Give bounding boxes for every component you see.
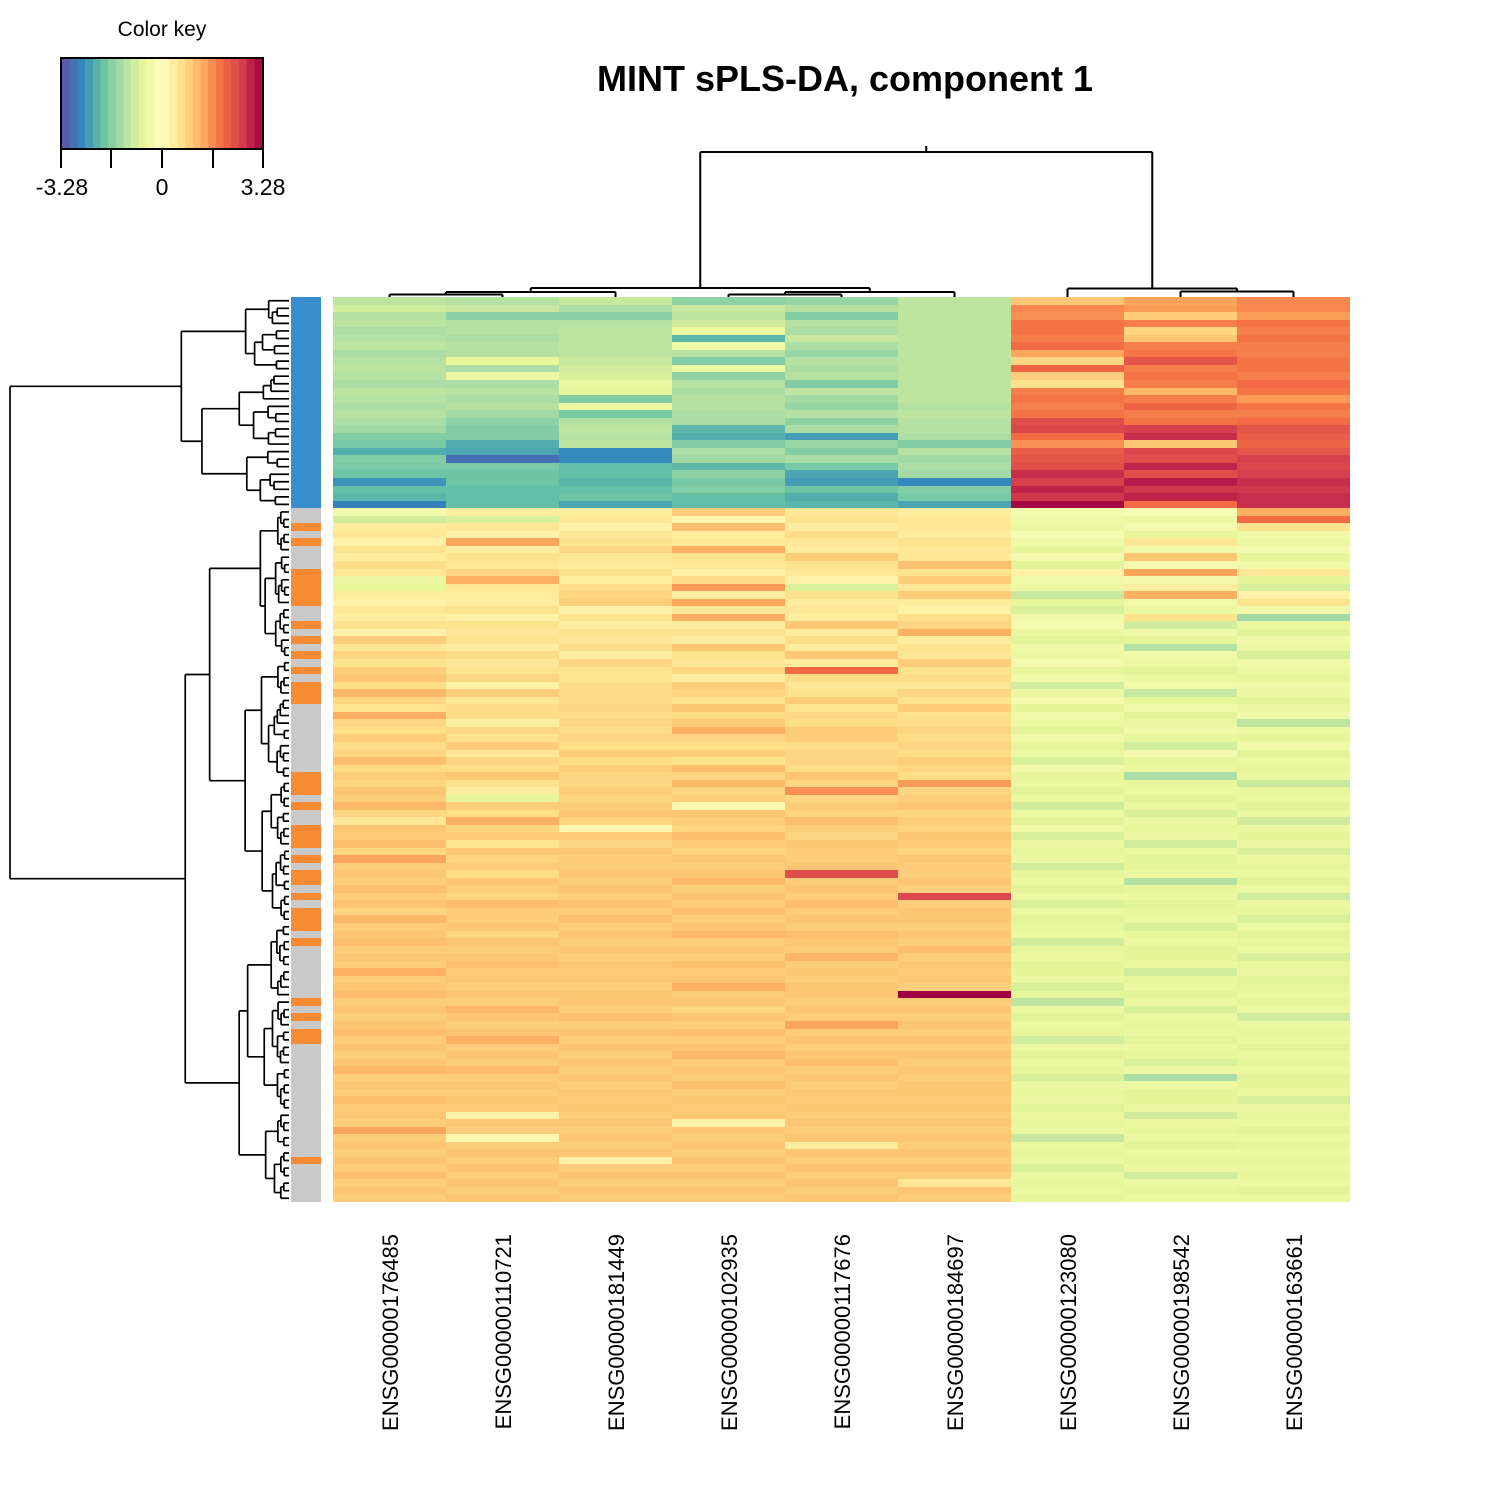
color-key-tick xyxy=(262,150,264,168)
color-key-tick xyxy=(212,150,214,168)
color-key-min-label: -3.28 xyxy=(35,174,89,200)
color-key-mid-label: 0 xyxy=(155,174,169,200)
color-key-gradient xyxy=(60,57,264,150)
column-label: ENSG00000198542 xyxy=(1168,1234,1194,1431)
column-label: ENSG00000110721 xyxy=(490,1234,516,1430)
dendrogram-branch xyxy=(388,146,1295,297)
dendrogram-branch xyxy=(9,299,289,1200)
column-label: ENSG00000181449 xyxy=(603,1234,629,1431)
column-label: ENSG00000184697 xyxy=(942,1234,968,1431)
heatmap-canvas xyxy=(333,297,1350,1202)
color-key-tick xyxy=(110,150,112,168)
column-label: ENSG00000123080 xyxy=(1055,1234,1081,1431)
color-key-ticks xyxy=(60,150,264,170)
column-label: ENSG00000163661 xyxy=(1281,1234,1307,1431)
column-label: ENSG00000102935 xyxy=(716,1234,742,1431)
row-cluster-sidebar xyxy=(291,297,321,1202)
chart-title: MINT sPLS-DA, component 1 xyxy=(596,58,1094,99)
column-label: ENSG00000176485 xyxy=(377,1234,403,1431)
color-key-tick xyxy=(60,150,62,168)
color-key-tick xyxy=(161,150,163,168)
column-label: ENSG00000117676 xyxy=(829,1234,855,1430)
color-key-title: Color key xyxy=(117,18,207,41)
color-key-max-label: 3.28 xyxy=(240,174,286,200)
